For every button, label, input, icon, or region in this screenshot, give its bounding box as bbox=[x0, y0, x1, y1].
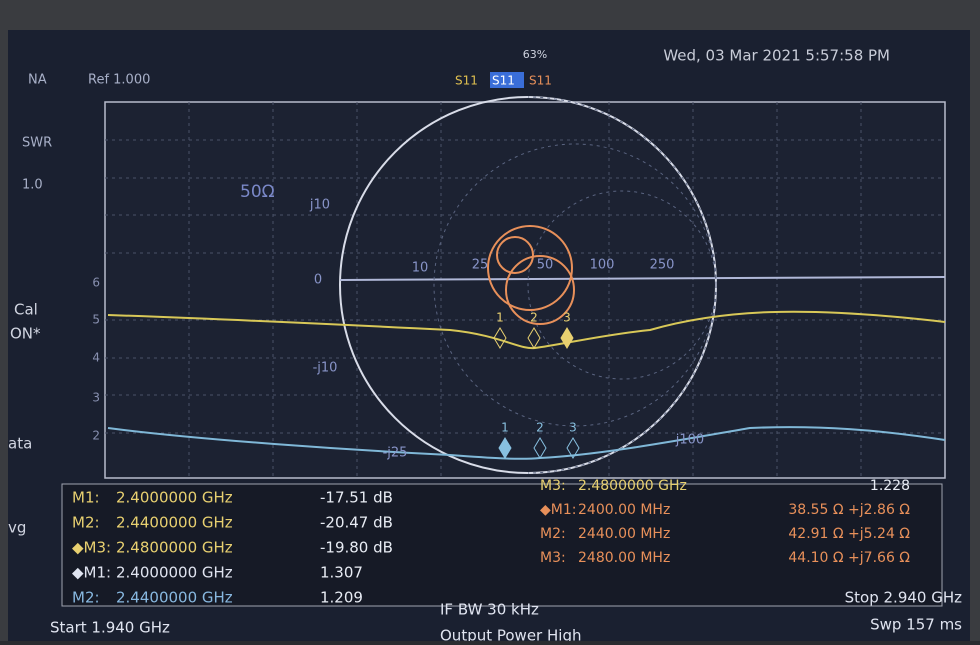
plot-area bbox=[105, 102, 945, 478]
scale: 1.0 bbox=[22, 178, 43, 193]
marker-cell: 2.4800000 GHz bbox=[116, 539, 233, 557]
marker-cell: 2.4800000 GHz bbox=[578, 478, 687, 494]
mode: NA bbox=[28, 73, 47, 88]
trace-tab: S11 bbox=[529, 74, 552, 88]
marker-cell: 42.91 Ω +j5.24 Ω bbox=[788, 526, 910, 542]
if-bandwidth: IF BW 30 kHz bbox=[440, 601, 539, 619]
cal: Cal bbox=[14, 301, 38, 319]
smith-label: 50 bbox=[537, 258, 554, 273]
y-label: 5 bbox=[92, 313, 100, 327]
impedance: 50Ω bbox=[240, 182, 275, 202]
marker-label: 2 bbox=[536, 421, 544, 435]
format: SWR bbox=[22, 136, 52, 151]
marker-cell: M2: bbox=[540, 526, 566, 542]
marker-cell: 1.307 bbox=[320, 564, 363, 582]
marker-cell: M3: bbox=[540, 550, 566, 566]
marker-label: 3 bbox=[569, 421, 577, 435]
smith-label: 100 bbox=[590, 258, 615, 273]
sweep-time: Swp 157 ms bbox=[870, 616, 962, 634]
marker-label: 1 bbox=[501, 421, 509, 435]
stop-freq: Stop 2.940 GHz bbox=[845, 589, 962, 607]
screen: 63% Wed, 03 Mar 2021 5:57:58 PM NA Ref 1.00… bbox=[0, 0, 980, 641]
marker-cell: -17.51 dB bbox=[320, 489, 393, 507]
page: 63% Wed, 03 Mar 2021 5:57:58 PM NA Ref 1.00… bbox=[0, 0, 980, 641]
marker-cell: 2400.00 MHz bbox=[578, 502, 670, 518]
trace-tab: S11 bbox=[492, 74, 515, 88]
marker-cell: M2: bbox=[72, 514, 100, 532]
marker-cell: ◆M1: bbox=[540, 502, 576, 518]
data-softkey: ata bbox=[8, 435, 32, 453]
start-freq: Start 1.940 GHz bbox=[50, 619, 170, 637]
marker-cell: 2480.00 MHz bbox=[578, 550, 670, 566]
marker-label: 2 bbox=[530, 311, 538, 325]
ref: Ref 1.000 bbox=[88, 73, 150, 88]
marker-cell: 2440.00 MHz bbox=[578, 526, 670, 542]
datetime: Wed, 03 Mar 2021 5:57:58 PM bbox=[663, 47, 890, 65]
smith-label: 10 bbox=[412, 261, 429, 276]
marker-cell: 2.4400000 GHz bbox=[116, 589, 233, 607]
smith-label: 0 bbox=[314, 273, 322, 288]
marker-cell: M1: bbox=[72, 489, 100, 507]
smith-label: -j25 bbox=[383, 446, 408, 461]
y-label: 6 bbox=[92, 276, 100, 290]
smith-label: 250 bbox=[650, 258, 675, 273]
smith-label: 25 bbox=[472, 258, 489, 273]
marker-label: 1 bbox=[496, 311, 504, 325]
marker-cell: 2.4000000 GHz bbox=[116, 489, 233, 507]
marker-cell: M2: bbox=[72, 589, 100, 607]
marker-cell: 1.209 bbox=[320, 589, 363, 607]
avg-softkey: vg bbox=[8, 519, 26, 537]
y-label: 4 bbox=[92, 351, 100, 365]
marker-cell: 1.228 bbox=[870, 478, 910, 494]
smith-label: j10 bbox=[309, 198, 330, 213]
marker-label: 3 bbox=[563, 311, 571, 325]
smith-label: j100 bbox=[675, 433, 704, 448]
output-power: Output Power High bbox=[440, 627, 581, 642]
y-label: 2 bbox=[92, 429, 100, 443]
marker-cell: -20.47 dB bbox=[320, 514, 393, 532]
marker-cell: ◆M3: bbox=[72, 539, 111, 557]
marker-cell: 38.55 Ω +j2.86 Ω bbox=[788, 502, 910, 518]
marker-cell: 2.4000000 GHz bbox=[116, 564, 233, 582]
marker-cell: -19.80 dB bbox=[320, 539, 393, 557]
marker-cell: 2.4400000 GHz bbox=[116, 514, 233, 532]
marker-cell: M3: bbox=[540, 478, 566, 494]
y-label: 3 bbox=[92, 391, 100, 405]
battery: 63% bbox=[523, 48, 547, 61]
smith-label: -j10 bbox=[313, 361, 338, 376]
trace-tab: S11 bbox=[455, 74, 478, 88]
marker-cell: ◆M1: bbox=[72, 564, 111, 582]
cal-state: ON* bbox=[10, 325, 41, 343]
marker-cell: 44.10 Ω +j7.66 Ω bbox=[788, 550, 910, 566]
